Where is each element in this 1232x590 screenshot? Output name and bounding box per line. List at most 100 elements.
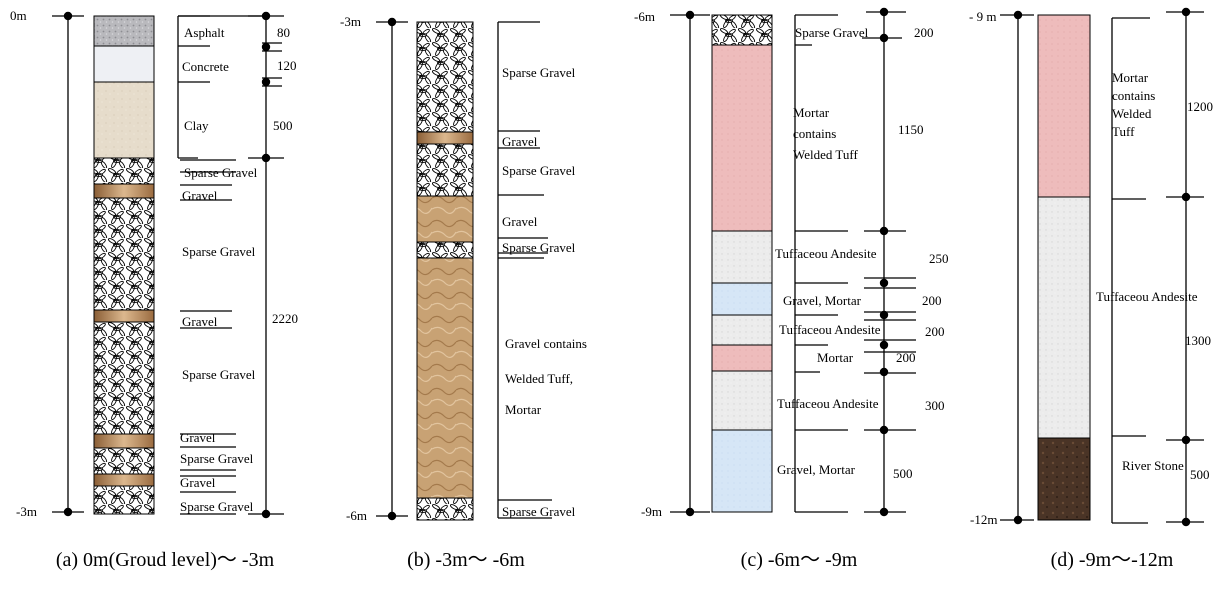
layer-label: Welded bbox=[1112, 106, 1152, 121]
thickness-dot bbox=[261, 42, 271, 52]
layer-label: Tuffaceou Andesite bbox=[1096, 289, 1198, 304]
layer-label: Sparse Gravel bbox=[180, 451, 254, 466]
layer-label: Gravel bbox=[502, 214, 538, 229]
layer-label: Mortar bbox=[793, 105, 830, 120]
layer-label: Gravel bbox=[182, 188, 218, 203]
thickness-label: 1200 bbox=[1187, 99, 1213, 114]
layer-8 bbox=[93, 321, 155, 435]
layer-label: Gravel bbox=[182, 314, 218, 329]
layer-7 bbox=[93, 309, 155, 323]
layer-3 bbox=[416, 143, 474, 197]
thickness-label: 200 bbox=[925, 324, 945, 339]
panel-a: 0m -3m Asphalt Concrete Clay Sparse Gravel Gra… bbox=[10, 8, 298, 571]
layer-label: Sparse Gravel bbox=[182, 244, 256, 259]
depth-bottom-label: -12m bbox=[970, 512, 997, 527]
layer-label: Sparse Gravel bbox=[795, 25, 869, 40]
layer-label: Asphalt bbox=[184, 25, 225, 40]
layer-label: Tuffaceou Andesite bbox=[779, 322, 881, 337]
layer-label: Tuff bbox=[1112, 124, 1135, 139]
layer-2 bbox=[711, 44, 773, 232]
layer-label: Gravel, Mortar bbox=[777, 462, 856, 477]
thickness-dot bbox=[879, 278, 889, 288]
panel-caption: (b) -3m〜 -6m bbox=[407, 549, 525, 571]
depth-top-label: - 9 m bbox=[969, 9, 996, 24]
layer-label: Gravel, Mortar bbox=[783, 293, 862, 308]
layer-label: Tuffaceou Andesite bbox=[777, 396, 879, 411]
thickness-label: 120 bbox=[277, 58, 297, 73]
layer-5 bbox=[711, 314, 773, 346]
layer-label: Sparse Gravel bbox=[502, 65, 576, 80]
layer-4 bbox=[711, 282, 773, 316]
layer-label: Welded Tuff, bbox=[505, 371, 573, 386]
layer-7 bbox=[416, 497, 474, 521]
layer-11 bbox=[93, 473, 155, 487]
layer-label: Concrete bbox=[182, 59, 229, 74]
depth-top-label: -3m bbox=[340, 14, 361, 29]
layer-label: River Stone bbox=[1122, 458, 1184, 473]
thickness-label: 80 bbox=[277, 25, 290, 40]
layer-3 bbox=[711, 230, 773, 284]
layer-2 bbox=[93, 45, 155, 83]
thickness-label: 250 bbox=[929, 251, 949, 266]
panel-c: -6m -9m Sparse Gravel Mortar contains Welded … bbox=[634, 7, 949, 571]
layer-label: Gravel bbox=[180, 430, 216, 445]
layer-label: contains bbox=[793, 126, 836, 141]
layer-5 bbox=[416, 241, 474, 259]
layer-label: Sparse Gravel bbox=[180, 499, 254, 514]
panel-caption: (d) -9m〜-12m bbox=[1051, 549, 1174, 571]
thickness-label: 300 bbox=[925, 398, 945, 413]
layer-label: Mortar bbox=[1112, 70, 1149, 85]
layer-4 bbox=[416, 195, 474, 243]
thickness-label: 200 bbox=[896, 350, 916, 365]
thickness-label: 2220 bbox=[272, 311, 298, 326]
thickness-dot bbox=[261, 77, 271, 87]
layer-label: Sparse Gravel bbox=[502, 163, 576, 178]
layer-label: Mortar bbox=[817, 350, 854, 365]
layer-label: Clay bbox=[184, 118, 209, 133]
layer-12 bbox=[93, 485, 155, 515]
layer-2 bbox=[416, 131, 474, 145]
layer-6 bbox=[711, 344, 773, 372]
thickness-label: 1150 bbox=[898, 122, 924, 137]
layer-label: Sparse Gravel bbox=[502, 504, 576, 519]
layer-9 bbox=[93, 433, 155, 449]
layer-label: Gravel bbox=[502, 134, 538, 149]
depth-top-label: 0m bbox=[10, 8, 27, 23]
depth-bottom-label: -6m bbox=[346, 508, 367, 523]
layer-1 bbox=[416, 21, 474, 133]
layer-label: contains bbox=[1112, 88, 1155, 103]
layer-5 bbox=[93, 183, 155, 199]
layer-label: Gravel bbox=[180, 475, 216, 490]
thickness-label: 500 bbox=[893, 466, 913, 481]
thickness-label: 500 bbox=[1190, 467, 1210, 482]
thickness-label: 1300 bbox=[1185, 333, 1211, 348]
layer-1 bbox=[1037, 14, 1091, 198]
layer-label: Sparse Gravel bbox=[502, 240, 576, 255]
depth-top-label: -6m bbox=[634, 9, 655, 24]
layer-8 bbox=[711, 429, 773, 513]
thickness-dot bbox=[879, 340, 889, 350]
panel-b: -3m -6m Sparse Gravel Gravel Sparse Gravel Gr… bbox=[340, 14, 587, 571]
layer-label: Welded Tuff bbox=[793, 147, 858, 162]
layer-label: Sparse Gravel bbox=[182, 367, 256, 382]
panel-d: - 9 m -12m Mortar contains Welded Tuff Tufface… bbox=[969, 7, 1213, 571]
layer-2 bbox=[1037, 196, 1091, 439]
layer-label: Mortar bbox=[505, 402, 542, 417]
layer-7 bbox=[711, 370, 773, 431]
layer-10 bbox=[93, 447, 155, 475]
panel-caption: (c) -6m〜 -9m bbox=[741, 549, 858, 571]
layer-3 bbox=[1037, 437, 1091, 521]
thickness-label: 500 bbox=[273, 118, 293, 133]
thickness-label: 200 bbox=[922, 293, 942, 308]
layer-4 bbox=[93, 157, 155, 185]
layer-1 bbox=[711, 14, 773, 46]
depth-bottom-label: -3m bbox=[16, 504, 37, 519]
layer-3 bbox=[93, 81, 155, 159]
depth-bottom-label: -9m bbox=[641, 504, 662, 519]
layer-6 bbox=[416, 257, 474, 499]
thickness-label: 200 bbox=[914, 25, 934, 40]
panel-caption: (a) 0m(Groud level)〜 -3m bbox=[56, 549, 275, 571]
layer-6 bbox=[93, 197, 155, 311]
layer-label: Tuffaceou Andesite bbox=[775, 246, 877, 261]
